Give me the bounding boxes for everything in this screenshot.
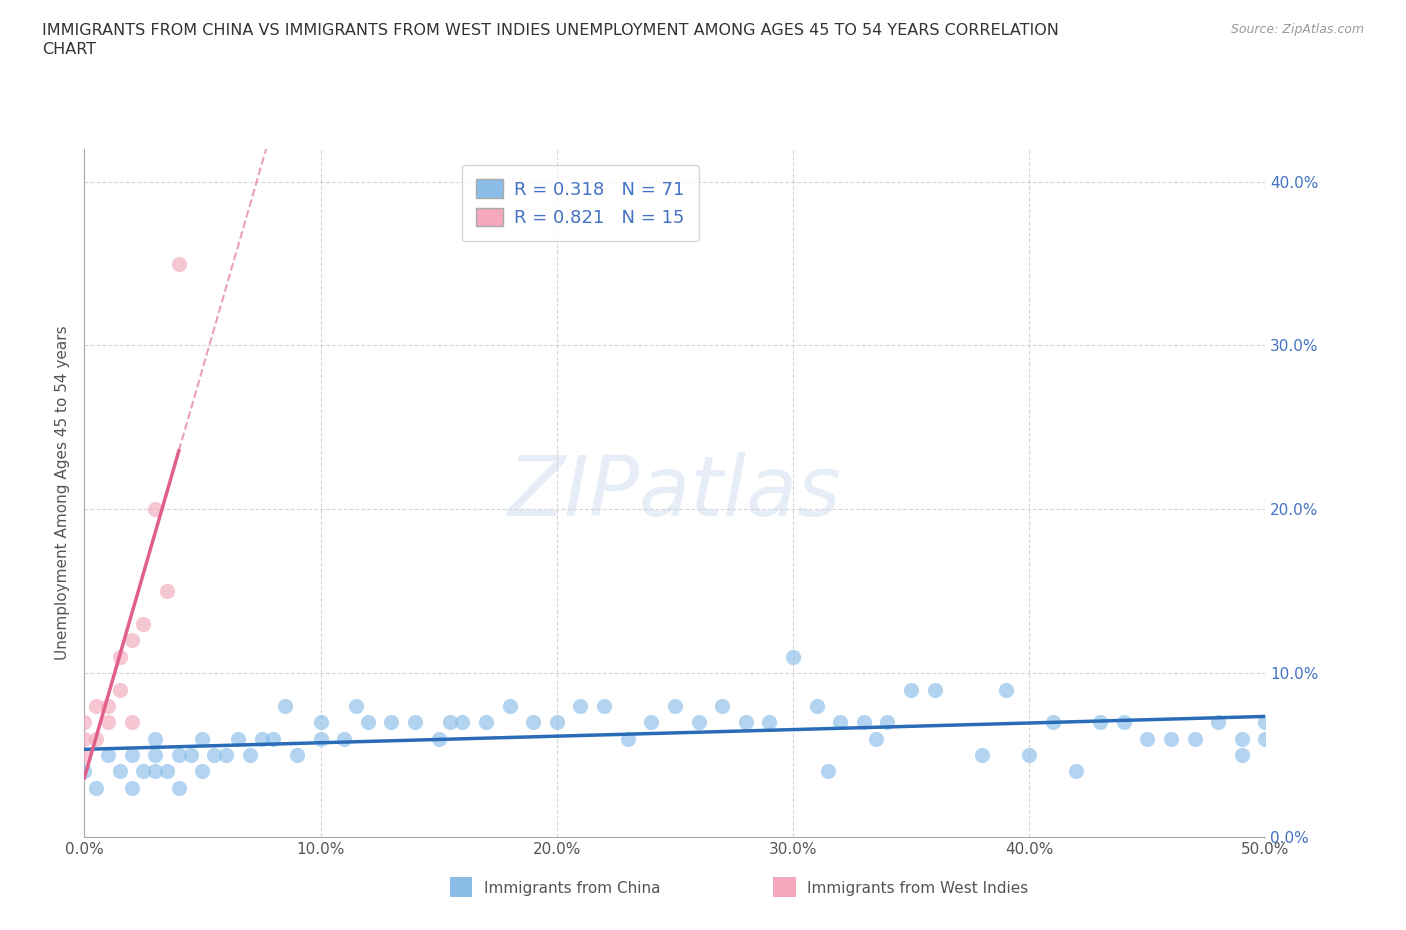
Point [782,649,804,664]
Point [439,715,461,730]
Y-axis label: Unemployment Among Ages 45 to 54 years: Unemployment Among Ages 45 to 54 years [55,326,70,660]
Point [924,682,946,697]
Point [1160,731,1182,746]
Legend: R = 0.318   N = 71, R = 0.821   N = 15: R = 0.318 N = 71, R = 0.821 N = 15 [461,165,699,241]
Point [900,682,922,697]
Point [191,731,214,746]
Point [404,715,426,730]
Point [593,698,616,713]
Point [475,715,498,730]
Point [1230,731,1253,746]
Text: ZIPatlas: ZIPatlas [508,452,842,534]
Point [156,584,179,599]
Point [121,633,143,648]
Point [73,715,96,730]
Point [876,715,898,730]
Text: IMMIGRANTS FROM CHINA VS IMMIGRANTS FROM WEST INDIES UNEMPLOYMENT AMONG AGES 45 : IMMIGRANTS FROM CHINA VS IMMIGRANTS FROM… [42,23,1059,38]
Point [1254,715,1277,730]
Point [226,731,249,746]
Point [84,731,107,746]
Point [427,731,450,746]
Point [357,715,380,730]
Point [97,748,120,763]
Point [250,731,273,746]
Point [167,256,190,271]
Point [97,715,120,730]
Point [806,698,828,713]
Point [108,682,131,697]
Point [143,502,166,517]
Point [215,748,238,763]
Point [688,715,710,730]
Point [1018,748,1040,763]
Point [167,780,190,795]
Point [333,731,356,746]
Point [274,698,297,713]
Point [817,764,839,779]
Point [830,715,852,730]
Point [546,715,568,730]
Text: CHART: CHART [42,42,96,57]
Point [262,731,284,746]
Point [132,617,155,631]
Point [970,748,993,763]
Point [309,731,332,746]
Point [865,731,887,746]
Point [132,764,155,779]
Point [84,698,107,713]
Point [734,715,756,730]
Point [143,748,166,763]
Point [73,764,96,779]
Point [309,715,332,730]
Point [97,698,120,713]
Point [156,764,179,779]
Point [180,748,202,763]
Point [1206,715,1229,730]
Point [616,731,638,746]
Point [285,748,308,763]
Point [121,780,143,795]
Point [344,698,367,713]
Point [1136,731,1159,746]
Point [711,698,734,713]
Text: Immigrants from West Indies: Immigrants from West Indies [807,881,1028,896]
Point [758,715,780,730]
Point [108,764,131,779]
Point [1230,748,1253,763]
Point [569,698,592,713]
Point [108,649,131,664]
Point [239,748,262,763]
Point [522,715,544,730]
Point [202,748,225,763]
Point [498,698,520,713]
Point [143,731,166,746]
Point [1112,715,1135,730]
Point [143,764,166,779]
Point [1184,731,1206,746]
Point [1088,715,1111,730]
Point [380,715,402,730]
Text: Source: ZipAtlas.com: Source: ZipAtlas.com [1230,23,1364,36]
Point [664,698,686,713]
Point [73,731,96,746]
Point [167,748,190,763]
Point [73,748,96,763]
Text: Immigrants from China: Immigrants from China [484,881,661,896]
Point [640,715,662,730]
Point [121,748,143,763]
Point [121,715,143,730]
Point [1042,715,1064,730]
Point [994,682,1017,697]
Point [451,715,474,730]
Point [191,764,214,779]
Point [852,715,875,730]
Point [84,780,107,795]
Point [1066,764,1088,779]
Point [1254,731,1277,746]
